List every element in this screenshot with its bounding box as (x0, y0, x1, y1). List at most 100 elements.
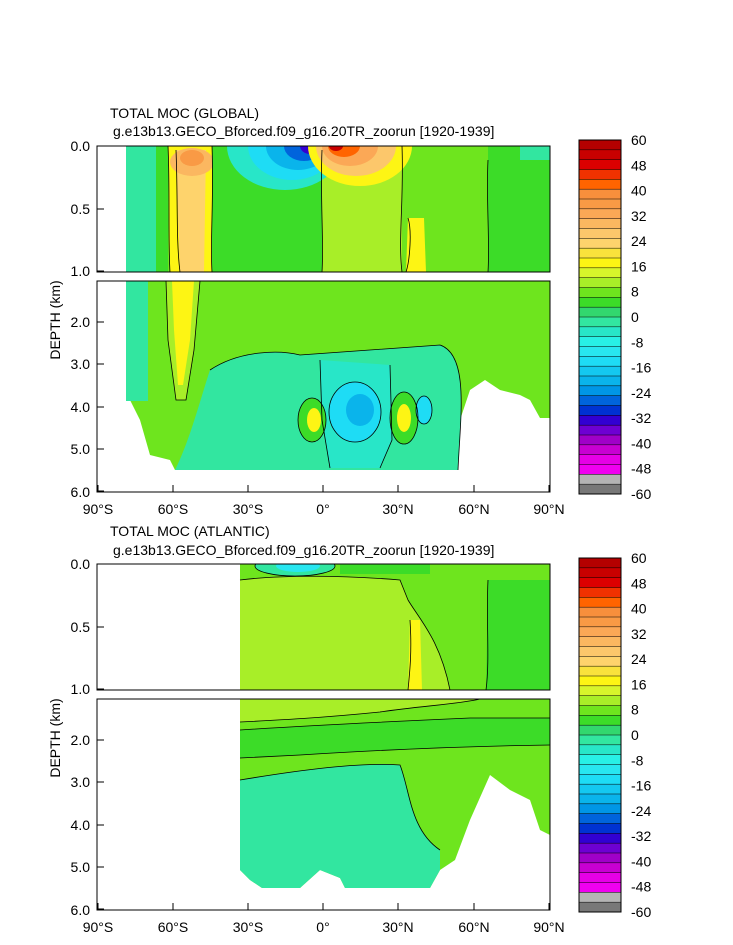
atlantic-aabw-cell (240, 764, 440, 888)
atlantic-colorbar-swatch (579, 853, 621, 864)
global-colorbar-swatch (579, 425, 621, 436)
global-xtick-6: 90°N (533, 501, 564, 517)
atlantic-upper-field (97, 564, 550, 690)
atlantic-colorbar-label: -24 (631, 803, 651, 819)
global-colorbar-label: 40 (631, 183, 647, 199)
global-lower-contour-2 (209, 344, 462, 471)
global-colorbar-swatch (579, 297, 621, 308)
atlantic-colorbar-swatch (579, 646, 621, 657)
global-abyssal-pos-1-core (307, 408, 321, 432)
atlantic-colorbar-swatch (579, 587, 621, 598)
atlantic-xtick-3: 0° (316, 919, 329, 935)
global-subtitle: g.e13b13.GECO_Bforced.f09_g16.20TR_zooru… (113, 123, 494, 139)
global-colorbar-label: -40 (631, 435, 651, 451)
global-colorbar-label: -60 (631, 486, 651, 502)
atlantic-colorbar-label: 60 (631, 550, 647, 566)
global-lower-contour-4 (379, 364, 393, 469)
global-colorbar-swatch (579, 356, 621, 367)
global-colorbar-swatch (579, 454, 621, 465)
global-southern-shallow-core (180, 150, 204, 166)
atlantic-ytick-4: 3.0 (71, 774, 91, 790)
global-colorbar-label: -24 (631, 385, 651, 401)
global-ytick-5: 4.0 (71, 399, 91, 415)
atlantic-overturning-lower (240, 699, 480, 722)
global-colorbar-swatch (579, 238, 621, 249)
atlantic-colorbar-swatch (579, 774, 621, 785)
global-colorbar-swatch (579, 435, 621, 446)
atlantic-colorbar-label: -32 (631, 828, 651, 844)
global-colorbar-swatch (579, 464, 621, 475)
global-ytick-2: 1.0 (71, 263, 91, 279)
atlantic-lower-contour-3 (239, 744, 550, 759)
atlantic-xtick-2: 30°S (233, 919, 264, 935)
atlantic-xtick-5: 60°N (458, 919, 489, 935)
atlantic-colorbar-label: 8 (631, 702, 639, 718)
atlantic-colorbar-swatch (579, 735, 621, 746)
atlantic-colorbar-swatch (579, 656, 621, 667)
global-colorbar-label: 48 (631, 157, 647, 173)
global-colorbar-swatch (579, 366, 621, 377)
atlantic-colorbar-swatch (579, 813, 621, 824)
atlantic-ytick-1: 0.5 (71, 619, 91, 635)
global-ylabel: DEPTH (km) (47, 280, 63, 359)
atlantic-x-ticks (97, 903, 550, 910)
global-title: TOTAL MOC (GLOBAL) (110, 105, 259, 121)
global-colorbar-swatch (579, 140, 621, 151)
global-lower-contour-1 (165, 281, 201, 401)
global-colorbar-swatch (579, 258, 621, 269)
atlantic-colorbar-label: 32 (631, 626, 647, 642)
global-xtick-0: 90°S (83, 501, 114, 517)
global-north-shallow (406, 218, 426, 272)
global-colorbar-label: -16 (631, 360, 651, 376)
atlantic-ytick-7: 6.0 (71, 902, 91, 918)
global-colorbar-swatch (579, 326, 621, 337)
atlantic-colorbar-swatch (579, 636, 621, 647)
global-upper-band-green (156, 146, 168, 272)
global-colorbar-swatch (579, 484, 621, 495)
global-colorbar-swatch (579, 405, 621, 416)
atlantic-colorbar-label: -40 (631, 853, 651, 869)
atlantic-subtitle: g.e13b13.GECO_Bforced.f09_g16.20TR_zooru… (113, 542, 494, 558)
global-upper-contour-2 (211, 146, 213, 272)
atlantic-ytick-5: 4.0 (71, 817, 91, 833)
atlantic-title: TOTAL MOC (ATLANTIC) (110, 523, 270, 539)
atlantic-colorbar-swatch (579, 666, 621, 677)
global-lower-contour-6 (389, 391, 419, 445)
global-lower-field (97, 281, 550, 492)
global-colorbar-label: -48 (631, 461, 651, 477)
atlantic-colorbar-swatch (579, 872, 621, 883)
atlantic-colorbar-swatch (579, 892, 621, 903)
atlantic-lower-contour-4 (239, 763, 441, 851)
atlantic-nadw-layer (240, 718, 550, 758)
atlantic-colorbar: 60 48 40 32 24 16 8 0 -8 -16 -24 -32 -40 -48 -60 (578, 550, 651, 920)
global-ytick-4: 3.0 (71, 356, 91, 372)
atlantic-ytick-3: 2.0 (71, 732, 91, 748)
global-upper-contour-6 (405, 217, 411, 272)
global-abyssal-core-inner-2 (346, 394, 374, 426)
atlantic-colorbar-label: 24 (631, 651, 647, 667)
atlantic-xtick-6: 90°N (533, 919, 564, 935)
global-upper-contour-5 (487, 159, 489, 272)
atlantic-colorbar-swatch (579, 617, 621, 628)
atlantic-upper-contour-3 (407, 619, 412, 690)
atlantic-colorbar-label: 0 (631, 727, 639, 743)
global-y-ticks-upper (97, 145, 104, 272)
atlantic-xtick-1: 60°S (158, 919, 189, 935)
global-colorbar-frame (578, 139, 622, 495)
global-colorbar-swatch (579, 179, 621, 190)
global-colorbar-swatch (579, 159, 621, 170)
global-colorbar-label: -32 (631, 410, 651, 426)
global-upper-contour-3 (321, 149, 323, 272)
atlantic-xtick-0: 90°S (83, 919, 114, 935)
global-xtick-4: 30°N (382, 501, 413, 517)
global-xtick-1: 60°S (158, 501, 189, 517)
global-abyssal-neg-3 (416, 396, 432, 424)
global-colorbar-swatch (579, 376, 621, 387)
atlantic-colorbar-label: -8 (631, 752, 644, 768)
global-colorbar-label: -8 (631, 334, 644, 350)
global-upper-contour-1 (167, 146, 171, 272)
global-upper-contour-7 (175, 149, 181, 272)
atlantic-colorbar-swatch (579, 685, 621, 696)
global-colorbar-label: 32 (631, 208, 647, 224)
atlantic-colorbar-label: -48 (631, 879, 651, 895)
